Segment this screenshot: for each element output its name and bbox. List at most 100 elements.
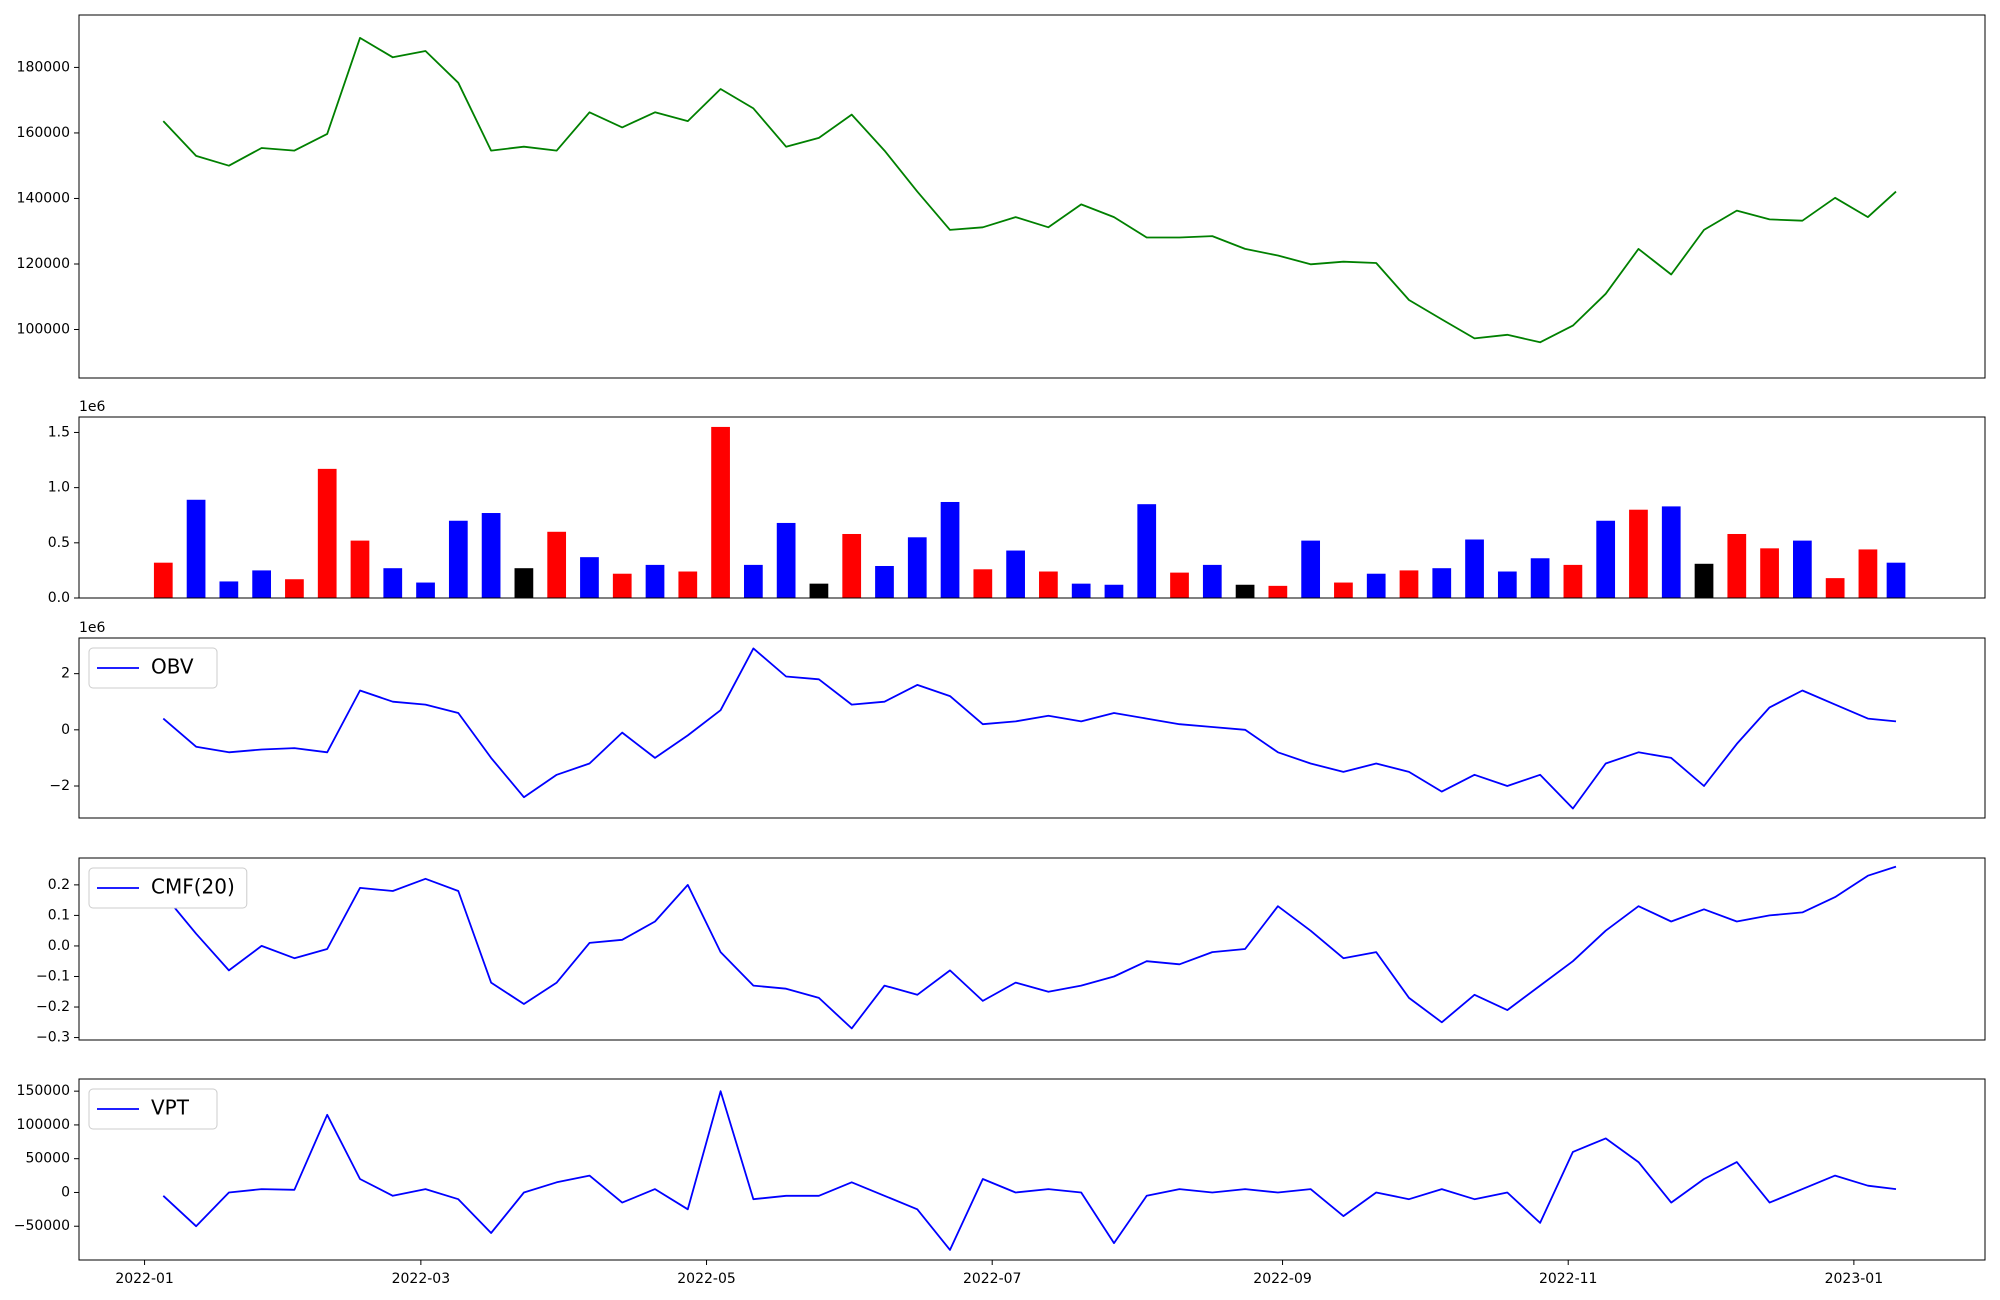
x-tick-label: 2022-07 bbox=[963, 1271, 1022, 1287]
volume-bar bbox=[1858, 549, 1878, 598]
volume-bar bbox=[1301, 540, 1321, 598]
y-tick-label: 0.5 bbox=[48, 535, 70, 551]
legend-label: OBV bbox=[151, 655, 194, 679]
volume-bar bbox=[645, 564, 665, 598]
volume-bar bbox=[481, 513, 501, 598]
volume-bar bbox=[1137, 504, 1157, 598]
x-tick-label: 2022-05 bbox=[677, 1271, 736, 1287]
volume-bar bbox=[743, 564, 763, 598]
legend-box bbox=[88, 647, 218, 689]
volume-bar bbox=[1497, 571, 1517, 598]
y-tick-label: 1.0 bbox=[48, 480, 70, 496]
y-tick-label: 160000 bbox=[17, 125, 70, 141]
volume-bar bbox=[1366, 573, 1386, 598]
legend: OBV bbox=[88, 647, 218, 689]
volume-bar bbox=[1202, 564, 1222, 598]
volume-bar bbox=[678, 571, 698, 598]
volume-bar bbox=[350, 540, 370, 598]
volume-bar bbox=[1886, 562, 1906, 598]
volume-bar bbox=[153, 562, 173, 598]
axes-frame bbox=[78, 416, 1986, 599]
y-tick-label: 0.0 bbox=[48, 938, 70, 954]
legend: VPT bbox=[88, 1088, 218, 1130]
legend-label: VPT bbox=[151, 1096, 190, 1120]
y-tick-label: 100000 bbox=[17, 322, 70, 338]
volume-bar bbox=[1432, 568, 1452, 598]
volume-bar bbox=[907, 537, 927, 598]
legend-label: CMF(20) bbox=[151, 875, 235, 899]
volume-bar bbox=[383, 568, 403, 598]
volume-bar bbox=[1760, 548, 1779, 598]
volume-bar bbox=[448, 520, 468, 598]
y-tick-label: −0.2 bbox=[36, 999, 70, 1015]
volume-bar bbox=[776, 522, 796, 598]
volume-bar bbox=[186, 499, 206, 598]
volume-bar bbox=[1629, 509, 1648, 598]
volume-bar bbox=[1694, 563, 1714, 598]
volume-bar bbox=[1399, 570, 1419, 598]
y-tick-label: 1.5 bbox=[48, 424, 70, 440]
x-tick-label: 2023-01 bbox=[1825, 1271, 1884, 1287]
y-tick-label: 0.1 bbox=[48, 907, 70, 923]
volume-bar bbox=[973, 569, 993, 598]
volume-bar bbox=[1235, 584, 1255, 598]
y-tick-label: −50000 bbox=[14, 1218, 70, 1234]
volume-bar bbox=[875, 565, 894, 598]
y-tick-label: 2 bbox=[61, 666, 70, 682]
y-offset-label: 1e6 bbox=[79, 620, 106, 636]
series-line bbox=[162, 37, 1897, 344]
volume-bar bbox=[1006, 550, 1025, 598]
volume-bar bbox=[711, 426, 730, 598]
y-tick-label: −0.3 bbox=[36, 1030, 70, 1046]
volume-bar bbox=[1268, 585, 1288, 598]
volume-bar bbox=[940, 501, 960, 598]
volume-bar bbox=[1071, 583, 1091, 598]
panel: 100000 120000 140000 160000 180000 bbox=[17, 14, 1986, 379]
axes-frame bbox=[78, 1078, 1986, 1261]
volume-bar bbox=[285, 579, 304, 598]
y-tick-label: −2 bbox=[49, 778, 70, 794]
volume-bar bbox=[1170, 572, 1189, 598]
volume-bar bbox=[1563, 564, 1583, 598]
legend-box bbox=[88, 867, 248, 909]
volume-bar bbox=[416, 582, 435, 598]
volume-bar bbox=[580, 557, 599, 598]
volume-bar bbox=[1465, 539, 1484, 598]
y-offset-label: 1e6 bbox=[79, 399, 106, 415]
axes-frame bbox=[78, 637, 1986, 819]
series-line bbox=[162, 647, 1897, 810]
volume-bar bbox=[514, 568, 534, 598]
volume-bar bbox=[547, 531, 567, 598]
volume-bar bbox=[1792, 540, 1812, 598]
legend-box bbox=[88, 1088, 218, 1130]
y-tick-label: −0.1 bbox=[36, 968, 70, 984]
y-tick-label: 180000 bbox=[17, 59, 70, 75]
x-tick-label: 2022-11 bbox=[1539, 1271, 1598, 1287]
y-tick-label: 0.0 bbox=[48, 590, 70, 606]
volume-bar bbox=[842, 533, 862, 598]
y-tick-label: 50000 bbox=[25, 1151, 70, 1167]
panel: −2 0 2 1e6 OBV bbox=[49, 620, 1986, 819]
volume-bar bbox=[1727, 533, 1747, 598]
legend: CMF(20) bbox=[88, 867, 248, 909]
volume-bar bbox=[1661, 506, 1681, 598]
y-tick-label: 0 bbox=[61, 722, 70, 738]
series-line bbox=[162, 865, 1897, 1030]
y-tick-label: 0 bbox=[61, 1184, 70, 1200]
volume-bar bbox=[612, 573, 632, 598]
y-tick-label: 120000 bbox=[17, 256, 70, 272]
axes-frame bbox=[78, 857, 1986, 1041]
volume-bar bbox=[1596, 520, 1616, 598]
volume-bar bbox=[1334, 582, 1353, 598]
x-tick-label: 2022-01 bbox=[115, 1271, 174, 1287]
volume-bar bbox=[1530, 558, 1550, 598]
panel: −0.3 −0.2 −0.1 0.0 0.1 0.2 CMF(20) bbox=[36, 857, 1986, 1046]
volume-bar bbox=[1104, 584, 1124, 598]
panel: −50000 0 50000 100000 150000 2022-01 2022-03 20… bbox=[14, 1078, 1986, 1287]
y-tick-label: 140000 bbox=[17, 190, 70, 206]
volume-bar bbox=[809, 583, 829, 598]
series-line bbox=[162, 1090, 1897, 1251]
y-tick-label: 150000 bbox=[17, 1083, 70, 1099]
volume-bar bbox=[219, 581, 239, 598]
